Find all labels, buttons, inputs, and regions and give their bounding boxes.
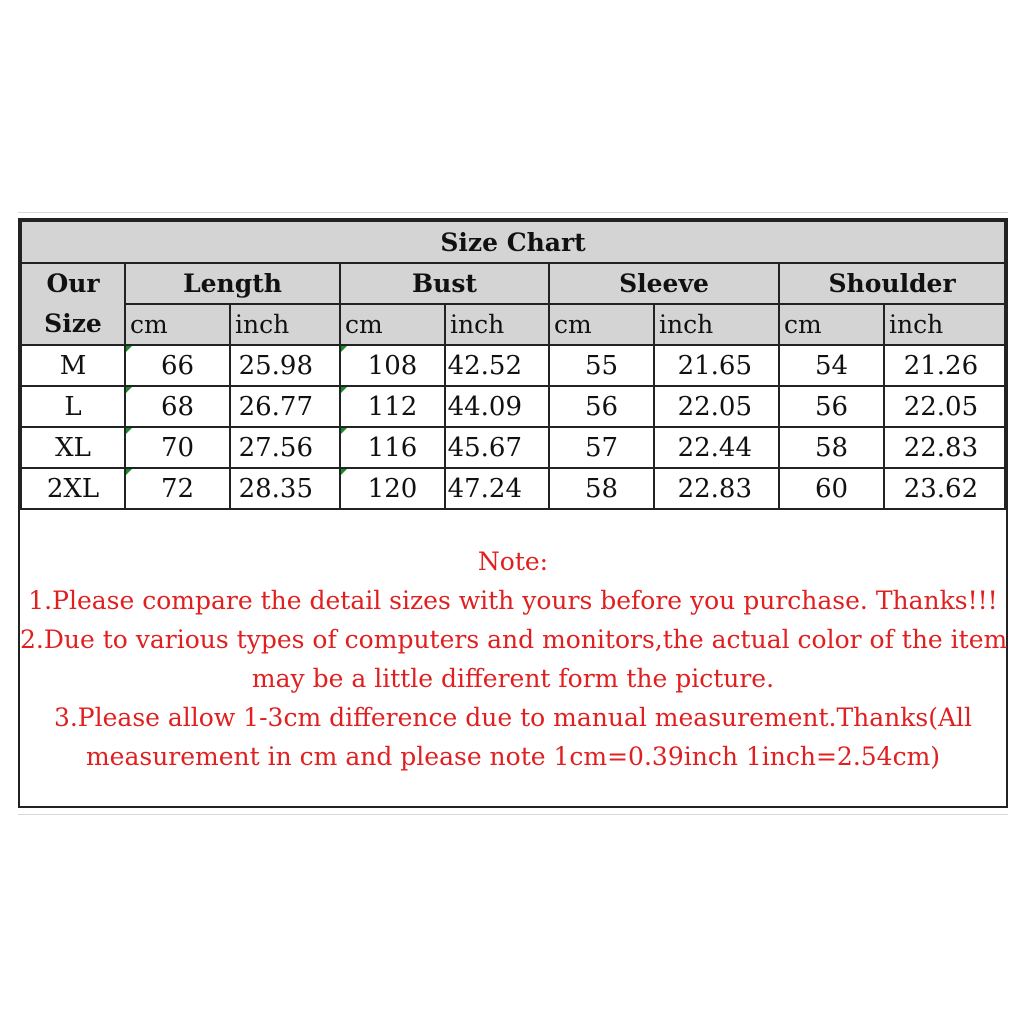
bust-cm-cell: 112 <box>339 385 446 428</box>
size-cell: L <box>20 385 126 428</box>
green-triangle-icon <box>341 346 347 352</box>
length-cm-cell: 72 <box>124 467 231 510</box>
sleeve-inch-cell: 22.44 <box>653 426 780 469</box>
green-triangle-icon <box>341 387 347 393</box>
bust-inch-cell: 45.67 <box>444 426 550 469</box>
note-line-2: 2.Due to various types of computers and … <box>20 625 1008 654</box>
unit-sleeve-inch: inch <box>653 303 780 346</box>
note-line-4: 3.Please allow 1-3cm difference due to m… <box>53 703 973 732</box>
bust-inch-cell: 44.09 <box>444 385 550 428</box>
size-header-line-2: Size <box>44 309 102 338</box>
green-triangle-icon <box>341 469 347 475</box>
note-heading: Note: <box>477 547 549 576</box>
table-row-2xl: 2XL 72 28.35 120 47.24 58 22.83 60 23.62 <box>20 467 1007 510</box>
sheet-gridline-top <box>18 212 1008 213</box>
green-triangle-icon <box>341 428 347 434</box>
length-cm-cell: 70 <box>124 426 231 469</box>
unit-bust-inch: inch <box>444 303 550 346</box>
size-chart-table: Size Chart Our Size Length Bust Sleeve S… <box>19 220 1007 510</box>
length-inch-cell: 25.98 <box>229 344 341 387</box>
length-inch-cell: 26.77 <box>229 385 341 428</box>
table-row-m: M 66 25.98 108 42.52 55 21.65 54 21.26 <box>20 344 1007 387</box>
size-chart-sheet: Size Chart Our Size Length Bust Sleeve S… <box>18 218 1008 808</box>
length-inch-cell: 27.56 <box>229 426 341 469</box>
unit-length-cm: cm <box>124 303 231 346</box>
chart-title: Size Chart <box>19 220 1007 264</box>
notes-block: Note: 1.Please compare the detail sizes … <box>20 542 1008 776</box>
sleeve-inch-cell: 21.65 <box>653 344 780 387</box>
size-cell: M <box>20 344 126 387</box>
table-row-l: L 68 26.77 112 44.09 56 22.05 56 22.05 <box>20 385 1007 428</box>
shoulder-inch-cell: 22.83 <box>882 426 1007 469</box>
sheet-gridline-bottom <box>18 814 1008 815</box>
green-triangle-icon <box>126 346 132 352</box>
size-cell: XL <box>20 426 126 469</box>
sleeve-inch-cell: 22.05 <box>653 385 780 428</box>
length-inch-cell: 28.35 <box>229 467 341 510</box>
shoulder-cm-cell: 56 <box>778 385 885 428</box>
unit-bust-cm: cm <box>339 303 446 346</box>
size-header-line-1: Our <box>46 269 100 298</box>
shoulder-inch-cell: 23.62 <box>882 467 1007 510</box>
shoulder-inch-cell: 21.26 <box>882 344 1007 387</box>
table-row-xl: XL 70 27.56 116 45.67 57 22.44 58 22.83 <box>20 426 1007 469</box>
length-cm-cell: 68 <box>124 385 231 428</box>
sleeve-cm-cell: 58 <box>548 467 655 510</box>
group-header-length: Length <box>124 262 341 305</box>
bust-cm-cell: 116 <box>339 426 446 469</box>
unit-sleeve-cm: cm <box>548 303 655 346</box>
unit-length-inch: inch <box>229 303 341 346</box>
shoulder-cm-cell: 58 <box>778 426 885 469</box>
bust-inch-cell: 42.52 <box>444 344 550 387</box>
green-triangle-icon <box>126 387 132 393</box>
green-triangle-icon <box>126 428 132 434</box>
bust-cm-cell: 108 <box>339 344 446 387</box>
sleeve-cm-cell: 57 <box>548 426 655 469</box>
group-header-sleeve: Sleeve <box>548 262 780 305</box>
sleeve-inch-cell: 22.83 <box>653 467 780 510</box>
note-line-1: 1.Please compare the detail sizes with y… <box>28 586 998 615</box>
sleeve-cm-cell: 56 <box>548 385 655 428</box>
note-line-3: may be a little different form the pictu… <box>251 664 775 693</box>
bust-inch-cell: 47.24 <box>444 467 550 510</box>
bust-cm-cell: 120 <box>339 467 446 510</box>
group-header-shoulder: Shoulder <box>777 262 1007 305</box>
length-cm-cell: 66 <box>124 344 231 387</box>
green-triangle-icon <box>126 469 132 475</box>
shoulder-inch-cell: 22.05 <box>882 385 1007 428</box>
unit-shoulder-cm: cm <box>778 303 885 346</box>
size-column-header: Our Size <box>20 262 126 346</box>
sleeve-cm-cell: 55 <box>548 344 655 387</box>
unit-shoulder-inch: inch <box>882 303 1007 346</box>
note-line-5: measurement in cm and please note 1cm=0.… <box>85 742 941 771</box>
group-header-bust: Bust <box>339 262 550 305</box>
shoulder-cm-cell: 54 <box>778 344 885 387</box>
size-cell: 2XL <box>20 467 126 510</box>
shoulder-cm-cell: 60 <box>778 467 885 510</box>
